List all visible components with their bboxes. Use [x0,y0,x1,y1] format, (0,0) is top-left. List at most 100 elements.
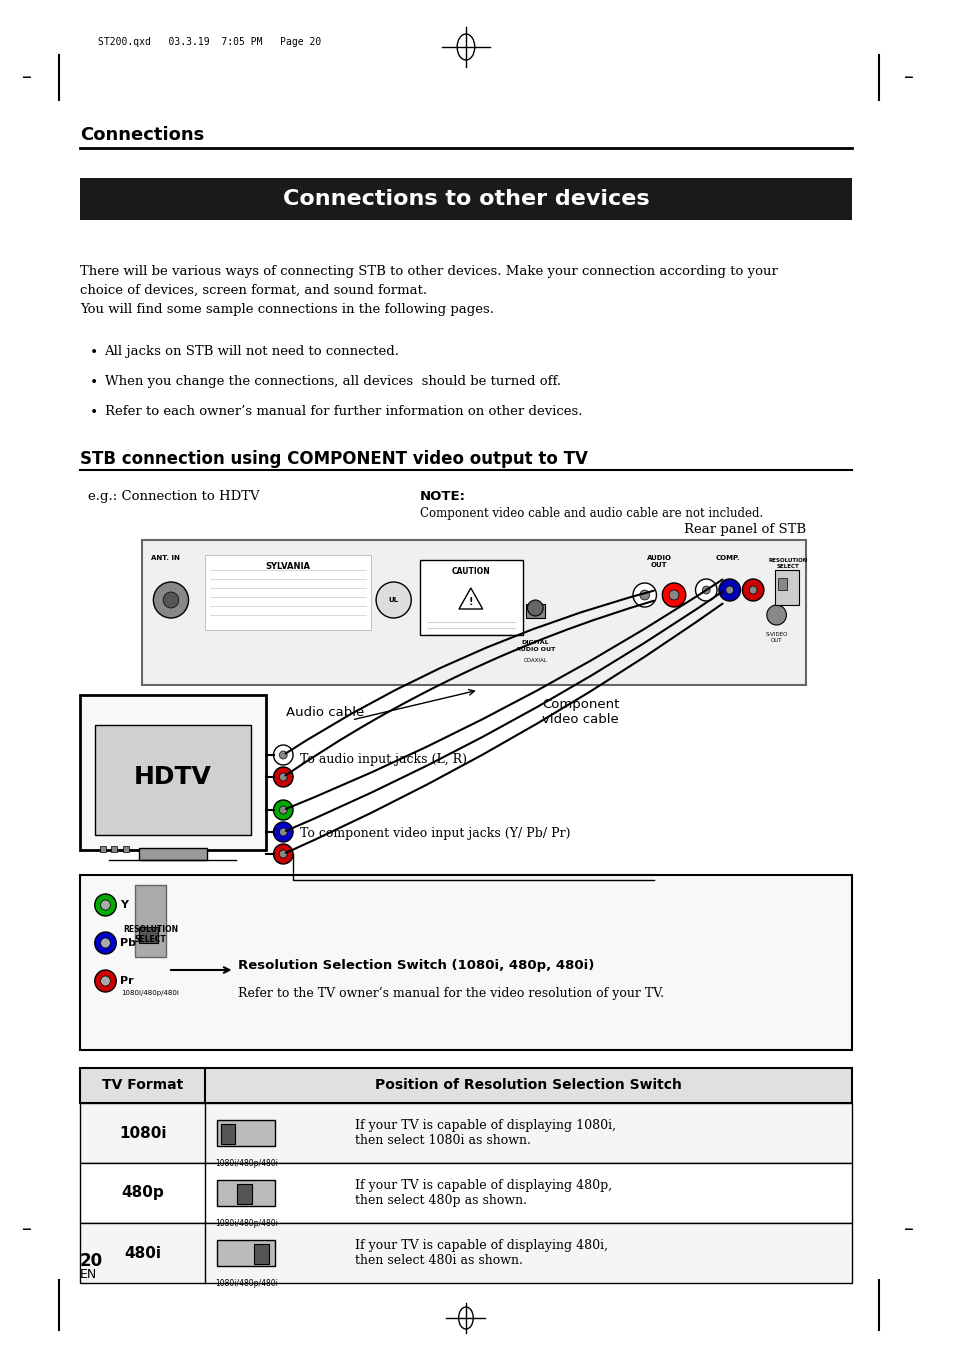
Circle shape [719,580,740,601]
Text: When you change the connections, all devices  should be turned off.: When you change the connections, all dev… [105,376,560,388]
FancyBboxPatch shape [80,178,851,220]
Circle shape [279,751,287,759]
Text: AUDIO OUT: AUDIO OUT [516,647,555,653]
Circle shape [274,744,293,765]
Text: Component
video cable: Component video cable [541,698,618,725]
Text: ANT. IN: ANT. IN [152,555,180,561]
Text: Resolution Selection Switch (1080i, 480p, 480i): Resolution Selection Switch (1080i, 480p… [238,958,594,971]
Text: 480i: 480i [124,1246,161,1260]
Text: All jacks on STB will not need to connected.: All jacks on STB will not need to connec… [105,345,399,358]
Bar [99,846,106,852]
Text: Refer to each owner’s manual for further information on other devices.: Refer to each owner’s manual for further… [105,405,581,417]
Text: 20: 20 [80,1252,103,1270]
Bar [216,1120,275,1146]
Text: –: – [22,1220,32,1239]
Bar [138,927,158,943]
Circle shape [725,586,733,594]
Text: STB connection using COMPONENT video output to TV: STB connection using COMPONENT video out… [80,450,587,467]
Circle shape [741,580,763,601]
Text: To audio input jacks (L, R): To audio input jacks (L, R) [299,754,466,766]
Text: If your TV is capable of displaying 480p,
then select 480p as shown.: If your TV is capable of displaying 480p… [355,1179,611,1206]
Circle shape [153,582,189,617]
Circle shape [279,773,287,781]
Circle shape [527,600,542,616]
Bar [777,578,786,590]
Circle shape [94,970,116,992]
Circle shape [639,590,649,600]
Bar [80,694,266,850]
Text: OUT: OUT [650,562,667,567]
Text: 1080i/480p/480i: 1080i/480p/480i [214,1279,277,1288]
Text: Refer to the TV owner’s manual for the video resolution of your TV.: Refer to the TV owner’s manual for the v… [238,988,663,1000]
Circle shape [661,584,685,607]
Bar [138,848,207,861]
Text: Audio cable: Audio cable [286,705,364,719]
Circle shape [668,590,679,600]
Text: •: • [90,345,98,359]
Text: •: • [90,405,98,419]
Text: SYLVANIA: SYLVANIA [265,562,311,571]
Circle shape [274,821,293,842]
Circle shape [748,586,757,594]
Text: COMP.: COMP. [715,555,740,561]
Circle shape [163,592,178,608]
Bar [80,1223,851,1283]
Circle shape [279,850,287,858]
Text: •: • [90,376,98,389]
Bar [80,1102,851,1163]
Circle shape [100,900,111,911]
Text: DIGITAL: DIGITAL [521,640,549,644]
Circle shape [94,894,116,916]
Text: There will be various ways of connecting STB to other devices. Make your connect: There will be various ways of connecting… [80,265,777,316]
Text: COAXIAL: COAXIAL [523,658,547,663]
Text: TV Format: TV Format [102,1078,183,1092]
Text: Y: Y [120,900,128,911]
Circle shape [274,767,293,788]
Text: Connections to other devices: Connections to other devices [282,189,649,209]
Bar [216,1240,275,1266]
Bar [525,604,544,617]
Text: If your TV is capable of displaying 1080i,
then select 1080i as shown.: If your TV is capable of displaying 1080… [355,1119,615,1147]
Text: Rear panel of STB: Rear panel of STB [683,523,805,536]
Text: NOTE:: NOTE: [419,490,466,503]
Text: RESOLUTION
SELECT: RESOLUTION SELECT [123,925,178,944]
Text: Connections: Connections [80,126,204,145]
Text: 1080i: 1080i [119,1125,166,1140]
Text: ST200.qxd   03.3.19  7:05 PM   Page 20: ST200.qxd 03.3.19 7:05 PM Page 20 [97,36,320,47]
Circle shape [766,605,785,626]
Circle shape [695,580,717,601]
Text: EN: EN [80,1269,97,1281]
Text: Pb: Pb [120,938,136,948]
Text: To component video input jacks (Y/ Pb/ Pr): To component video input jacks (Y/ Pb/ P… [299,827,570,839]
Text: –: – [22,69,32,88]
Text: 1080i/480p/480i: 1080i/480p/480i [121,990,179,996]
Circle shape [100,938,111,948]
Circle shape [701,586,709,594]
Bar [80,1069,851,1102]
Bar [237,1183,252,1204]
Bar [419,561,522,635]
Text: 480p: 480p [121,1185,164,1201]
Text: If your TV is capable of displaying 480i,
then select 480i as shown.: If your TV is capable of displaying 480i… [355,1239,607,1267]
Text: !: ! [468,597,473,607]
Circle shape [375,582,411,617]
Bar [205,555,371,630]
Text: RESOLUTION
SELECT: RESOLUTION SELECT [768,558,807,569]
Text: S-VIDEO
OUT: S-VIDEO OUT [764,632,787,643]
Text: –: – [902,69,912,88]
Circle shape [100,975,111,986]
Bar [112,846,117,852]
Text: 1080i/480p/480i: 1080i/480p/480i [214,1159,277,1169]
Text: HDTV: HDTV [133,765,212,789]
Text: 1080i/480p/480i: 1080i/480p/480i [214,1219,277,1228]
Bar [123,846,129,852]
Text: Pr: Pr [120,975,133,986]
Text: AUDIO: AUDIO [646,555,671,561]
Bar [80,875,851,1050]
Circle shape [279,828,287,836]
Circle shape [274,844,293,865]
Text: UL: UL [388,597,398,603]
Bar [94,725,251,835]
Bar [253,1244,269,1265]
Bar [141,540,805,685]
